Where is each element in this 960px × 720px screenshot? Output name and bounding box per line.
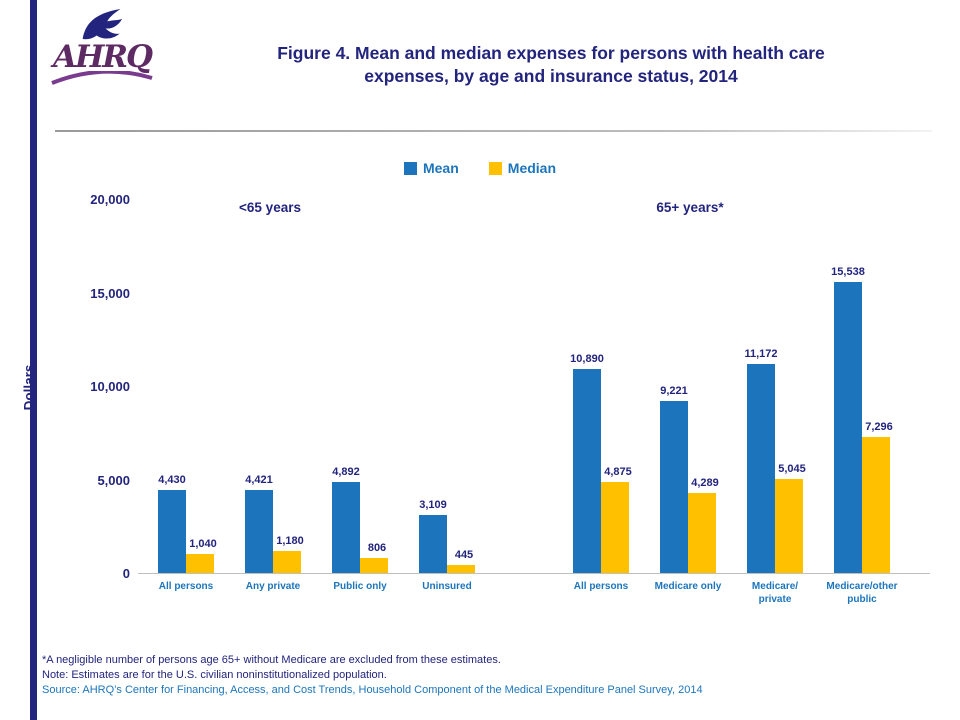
x-axis-label: Medicare/other public [826,581,898,605]
ahrq-logo-text: AHRQ [52,39,153,75]
y-tick-label: 0 [122,566,130,581]
bar-mean [660,401,688,573]
value-label-mean: 3,109 [419,499,447,511]
value-label-mean: 4,892 [332,466,360,478]
x-axis-label: All persons [158,581,214,592]
value-label-median: 806 [367,542,387,554]
value-label-mean: 4,430 [158,474,186,486]
bar-mean [747,364,775,573]
bar-median [862,437,890,573]
bar-median [360,558,388,573]
bar-mean [158,490,186,573]
footnotes: *A negligible number of persons age 65+ … [42,653,930,698]
median-swatch-icon [488,161,502,175]
value-label-mean: 4,421 [245,474,273,486]
bar-median [273,551,301,573]
group-label: 65+ years* [656,200,724,215]
plot-area: <65 years 4,430 1,040 All persons 4,421 1,180… [138,200,930,605]
x-axis-label: Public only [333,581,387,592]
bar-mean [834,282,862,573]
bar-median [447,565,475,573]
bar-median [186,554,214,573]
footnote-source: Source: AHRQ’s Center for Financing, Acc… [42,683,703,696]
figure-title: Figure 4. Mean and median expenses for p… [277,43,825,86]
value-label-mean: 9,221 [660,385,688,397]
footnote-note: Note: Estimates are for the U.S. civilia… [42,668,387,681]
mean-swatch-icon [403,161,417,175]
footnote-asterisk: *A negligible number of persons age 65+ … [42,654,501,666]
value-label-median: 445 [454,549,474,561]
bar-mean [573,369,601,573]
value-label-mean: 11,172 [744,348,778,360]
bar-mean [245,490,273,573]
ahrq-logo: AHRQ [42,6,162,85]
x-axis-label: Uninsured [422,581,472,592]
value-label-median: 4,875 [604,466,632,478]
hhs-eagle-icon [82,9,123,40]
value-label-mean: 10,890 [570,353,604,365]
legend: Mean Median [0,160,960,176]
value-label-median: 1,180 [276,535,304,547]
value-label-median: 4,289 [691,477,719,489]
y-tick-label: 15,000 [90,285,130,301]
ahrq-logo-swoosh [51,71,153,85]
legend-item-mean: Mean [403,160,459,176]
bar-mean [332,482,360,573]
x-axis-label: All persons [573,581,629,592]
bar-median [688,493,716,573]
legend-label: Mean [422,160,459,176]
x-axis-label: Any private [245,581,301,592]
bar-median [775,479,803,573]
title-separator [55,130,932,132]
y-axis: 0 5,000 10,000 15,000 20,000 [48,192,130,581]
legend-item-median: Median [488,160,557,176]
y-axis-title: Dollars [18,200,40,574]
y-tick-label: 20,000 [90,192,130,207]
y-tick-label: 10,000 [90,379,130,394]
value-label-median: 1,040 [189,538,217,550]
y-axis-title-text: Dollars [21,364,37,410]
value-label-median: 5,045 [778,463,806,475]
x-axis-label: Medicare/ private [751,581,799,605]
y-tick-label: 5,000 [97,472,130,488]
left-accent-bar [30,0,37,720]
x-axis-label: Medicare only [654,581,722,592]
value-label-mean: 15,538 [831,266,865,278]
value-label-median: 7,296 [865,421,893,433]
legend-label: Median [507,160,557,176]
bar-median [601,482,629,573]
bar-mean [419,515,447,573]
group-label: <65 years [239,200,301,215]
